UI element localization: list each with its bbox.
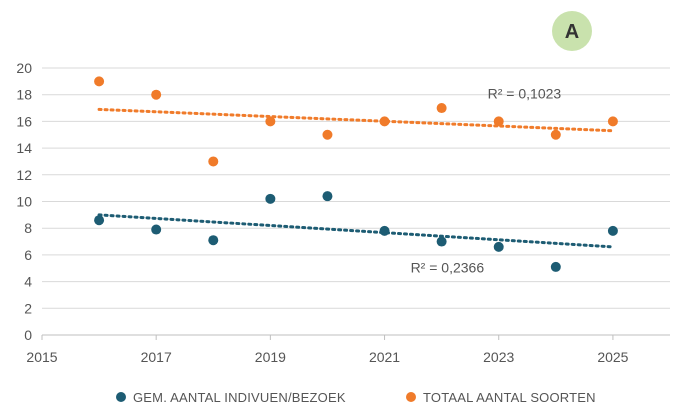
data-point (379, 225, 390, 236)
legend: GEM. AANTAL INDIVUEN/BEZOEK TOTAAL AANTAL… (116, 390, 596, 405)
data-point (493, 241, 504, 252)
y-tick-label: 0 (24, 327, 32, 343)
data-point (550, 129, 561, 140)
trendline (97, 213, 615, 249)
x-tick-label: 2023 (483, 349, 514, 365)
x-tick-label: 2025 (597, 349, 628, 365)
data-point (208, 156, 219, 167)
data-point (550, 261, 561, 272)
y-tick-label: 14 (16, 140, 32, 156)
x-tick-label: 2017 (141, 349, 172, 365)
y-tick-label: 16 (16, 113, 32, 129)
badge-label: A (565, 21, 579, 43)
data-point (265, 116, 276, 127)
data-point (94, 76, 105, 87)
data-point (322, 129, 333, 140)
data-point (436, 103, 447, 114)
grid-lines (42, 67, 670, 309)
data-point (493, 116, 504, 127)
x-tick-label: 2015 (26, 349, 57, 365)
x-tick-labels: 2015 2017 2019 2021 2023 2025 (26, 349, 628, 365)
y-tick-label: 20 (16, 60, 32, 76)
legend-marker (116, 392, 126, 402)
data-points (94, 76, 618, 272)
x-tick-label: 2019 (255, 349, 286, 365)
data-point (379, 116, 390, 127)
data-point (151, 89, 162, 100)
badge-circle (552, 11, 592, 51)
y-tick-label: 8 (24, 220, 32, 236)
panel-badge: A (552, 11, 592, 51)
data-point (151, 224, 162, 235)
y-tick-label: 12 (16, 167, 32, 183)
y-tick-labels: 0 2 4 6 8 10 12 14 16 18 20 (16, 60, 32, 343)
y-tick-label: 4 (24, 274, 32, 290)
trendline (97, 107, 615, 133)
legend-label: GEM. AANTAL INDIVUEN/BEZOEK (133, 390, 346, 405)
data-point (94, 215, 105, 226)
y-tick-label: 18 (16, 87, 32, 103)
r2-annotation: R² = 0,1023 (488, 86, 562, 102)
legend-marker (406, 392, 416, 402)
y-tick-label: 2 (24, 300, 32, 316)
y-tick-label: 10 (16, 194, 32, 210)
trendlines (97, 107, 615, 249)
axes (41, 334, 670, 340)
data-point (208, 235, 219, 246)
data-point (265, 193, 276, 204)
y-tick-label: 6 (24, 247, 32, 263)
legend-label: TOTAAL AANTAL SOORTEN (423, 390, 596, 405)
r2-annotations: R² = 0,2366 R² = 0,1023 (411, 86, 562, 276)
r2-annotation: R² = 0,2366 (411, 259, 485, 275)
data-point (436, 236, 447, 247)
data-point (607, 116, 618, 127)
data-point (607, 225, 618, 236)
x-tick-label: 2021 (369, 349, 400, 365)
data-point (322, 191, 333, 202)
